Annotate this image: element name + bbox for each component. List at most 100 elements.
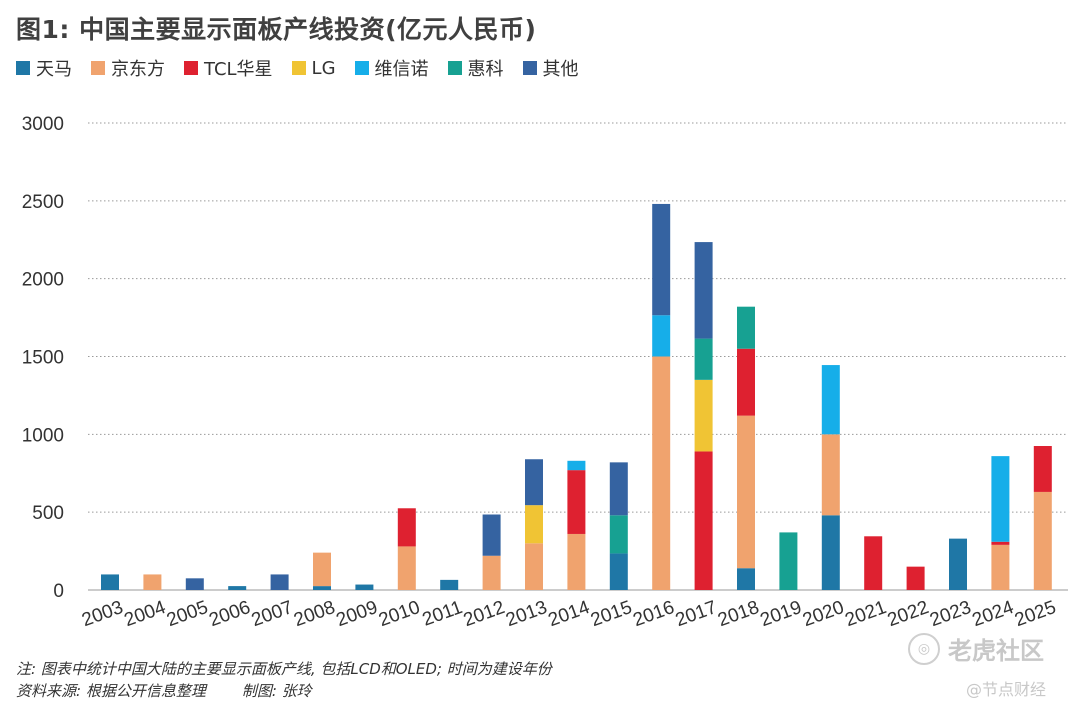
y-tick-label: 2500 — [22, 192, 64, 213]
x-tick-label: 2014 — [546, 597, 593, 631]
bar-segment — [949, 538, 967, 590]
footnotes: 注: 图表中统计中国大陆的主要显示面板产线, 包括LCD和OLED; 时间为建设… — [16, 658, 552, 702]
legend-label: LG — [311, 57, 336, 79]
bar-segment — [694, 379, 713, 452]
legend-label: 京东方 — [111, 59, 165, 80]
bar-segment — [228, 586, 247, 590]
legend-swatch — [522, 61, 537, 75]
bar-segment — [609, 462, 628, 516]
watermark-sub: @节点财经 — [966, 680, 1047, 699]
bar-segment — [694, 242, 713, 339]
x-tick-label: 2012 — [461, 597, 508, 631]
bar-segment — [737, 568, 755, 590]
bar-segment — [864, 536, 883, 590]
bar-segment — [609, 515, 628, 554]
x-tick-label: 2004 — [122, 597, 169, 631]
bar-segment — [991, 544, 1010, 590]
bar-segment — [567, 460, 586, 471]
bar-segment — [397, 546, 416, 590]
y-tick-label: 1000 — [22, 425, 64, 446]
footnote-credit: 制图: 张玲 — [241, 682, 312, 700]
x-tick-label: 2010 — [376, 597, 423, 631]
bar-segment — [609, 553, 628, 590]
bar-segment — [101, 574, 119, 590]
bar-segment — [482, 555, 501, 590]
x-tick-label: 2023 — [927, 597, 974, 631]
chart-title: 图1: 中国主要显示面板产线投资(亿元人民币) — [16, 15, 537, 44]
bar-segment — [991, 456, 1010, 542]
bar-segment — [737, 348, 755, 416]
bar-segment — [694, 451, 713, 590]
x-tick-label: 2022 — [885, 597, 932, 631]
bar-segment — [313, 552, 331, 587]
y-tick-label: 2000 — [22, 270, 64, 291]
bar-segment — [355, 584, 374, 590]
x-tick-label: 2011 — [420, 597, 466, 631]
bar-segment — [652, 315, 671, 357]
watermark-text: 老虎社区 — [948, 637, 1044, 665]
bar-segment — [143, 574, 162, 590]
x-tick-label: 2005 — [164, 597, 211, 631]
legend-item: LG — [291, 57, 336, 79]
legend-swatch — [354, 61, 369, 75]
bar-segment — [525, 543, 543, 590]
footnote-scope: 注: 图表中统计中国大陆的主要显示面板产线, 包括LCD和OLED; 时间为建设… — [16, 660, 552, 678]
bar-segment — [1033, 491, 1052, 590]
x-tick-label: 2007 — [249, 597, 296, 631]
bar-segment — [482, 514, 501, 556]
bar-segment — [821, 515, 840, 590]
bar-segment — [906, 566, 925, 590]
y-tick-label: 0 — [53, 581, 64, 602]
legend-swatch — [16, 61, 30, 75]
x-tick-label: 2021 — [842, 597, 889, 631]
bar-segment — [525, 505, 543, 544]
legend-label: TCL华星 — [204, 59, 273, 80]
legend-label: 天马 — [36, 59, 72, 80]
bar-segment — [525, 459, 543, 506]
x-tick-label: 2017 — [673, 597, 720, 631]
x-tick-label: 2008 — [291, 597, 338, 631]
legend-item: 天马 — [16, 55, 72, 81]
bar-segment — [991, 541, 1010, 545]
x-tick-label: 2020 — [800, 597, 847, 631]
bar-segment — [440, 579, 459, 590]
legend-item: 其他 — [522, 55, 579, 81]
x-tick-label: 2025 — [1012, 597, 1059, 631]
bar-segment — [652, 203, 671, 316]
bar-segment — [567, 533, 586, 590]
x-tick-label: 2019 — [758, 597, 805, 631]
bar-segment — [270, 574, 289, 590]
bar-segment — [694, 338, 713, 380]
x-tick-label: 2016 — [630, 597, 677, 631]
x-tick-label: 2009 — [334, 597, 381, 631]
bar-segment — [567, 470, 586, 534]
bar-segment — [821, 434, 840, 516]
bar-segment — [779, 532, 798, 590]
legend-label: 其他 — [542, 59, 579, 80]
bar-segment — [737, 306, 755, 349]
legend: 天马 京东方 TCL华星 LG 维信诺 惠科 其他 — [16, 55, 598, 81]
footnote-source-line: 资料来源: 根据公开信息整理 制图: 张玲 — [16, 680, 552, 702]
y-tick-label: 500 — [32, 503, 64, 524]
footnote-source: 资料来源: 根据公开信息整理 — [16, 682, 206, 700]
legend-swatch — [291, 61, 306, 75]
legend-item: 惠科 — [447, 55, 504, 81]
bar-segment — [1033, 446, 1052, 492]
legend-item: 京东方 — [91, 55, 165, 81]
tiger-logo-icon: ◎ — [908, 632, 940, 665]
bar-segment — [185, 578, 204, 590]
legend-item: TCL华星 — [184, 55, 273, 81]
watermark: ◎ 老虎社区 — [908, 631, 1044, 666]
bar-segment — [313, 586, 331, 590]
x-tick-label: 2003 — [79, 597, 126, 631]
legend-label: 维信诺 — [374, 59, 429, 80]
legend-label: 惠科 — [467, 59, 504, 80]
x-tick-label: 2006 — [206, 597, 253, 631]
legend-item: 维信诺 — [354, 55, 429, 81]
x-tick-label: 2015 — [588, 597, 635, 631]
x-tick-label: 2024 — [970, 597, 1017, 631]
x-tick-label: 2013 — [503, 597, 550, 631]
bar-segment — [737, 415, 755, 569]
legend-swatch — [184, 61, 198, 75]
